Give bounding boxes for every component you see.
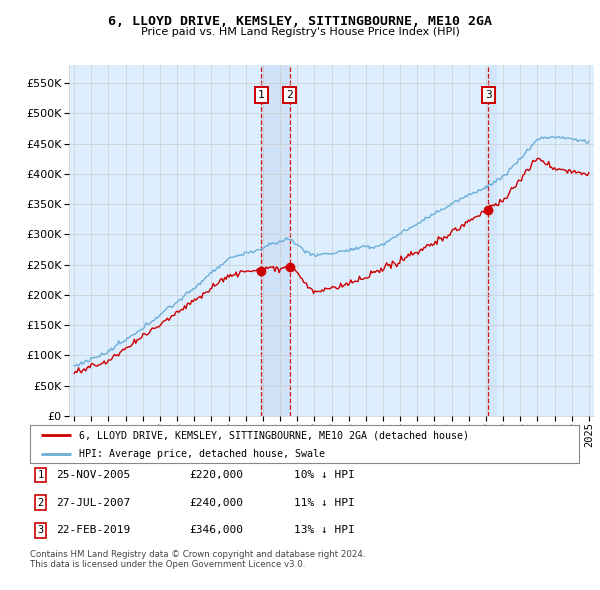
Text: Contains HM Land Registry data © Crown copyright and database right 2024.: Contains HM Land Registry data © Crown c… — [30, 550, 365, 559]
Text: 2: 2 — [286, 90, 293, 100]
Text: 1: 1 — [38, 470, 44, 480]
Text: 10% ↓ HPI: 10% ↓ HPI — [293, 470, 355, 480]
Text: 6, LLOYD DRIVE, KEMSLEY, SITTINGBOURNE, ME10 2GA: 6, LLOYD DRIVE, KEMSLEY, SITTINGBOURNE, … — [108, 15, 492, 28]
Text: £220,000: £220,000 — [189, 470, 243, 480]
Text: Price paid vs. HM Land Registry's House Price Index (HPI): Price paid vs. HM Land Registry's House … — [140, 27, 460, 37]
Text: 2: 2 — [38, 498, 44, 507]
Text: 13% ↓ HPI: 13% ↓ HPI — [293, 526, 355, 535]
Text: 1: 1 — [258, 90, 265, 100]
Text: 6, LLOYD DRIVE, KEMSLEY, SITTINGBOURNE, ME10 2GA (detached house): 6, LLOYD DRIVE, KEMSLEY, SITTINGBOURNE, … — [79, 430, 469, 440]
Text: 3: 3 — [485, 90, 491, 100]
Text: £346,000: £346,000 — [189, 526, 243, 535]
Text: 27-JUL-2007: 27-JUL-2007 — [56, 498, 130, 507]
Text: 11% ↓ HPI: 11% ↓ HPI — [293, 498, 355, 507]
Text: 22-FEB-2019: 22-FEB-2019 — [56, 526, 130, 535]
Bar — [488, 65, 497, 416]
Bar — [261, 65, 290, 416]
Text: 25-NOV-2005: 25-NOV-2005 — [56, 470, 130, 480]
Text: This data is licensed under the Open Government Licence v3.0.: This data is licensed under the Open Gov… — [30, 560, 305, 569]
Text: 3: 3 — [38, 526, 44, 535]
Text: HPI: Average price, detached house, Swale: HPI: Average price, detached house, Swal… — [79, 448, 325, 458]
Text: £240,000: £240,000 — [189, 498, 243, 507]
